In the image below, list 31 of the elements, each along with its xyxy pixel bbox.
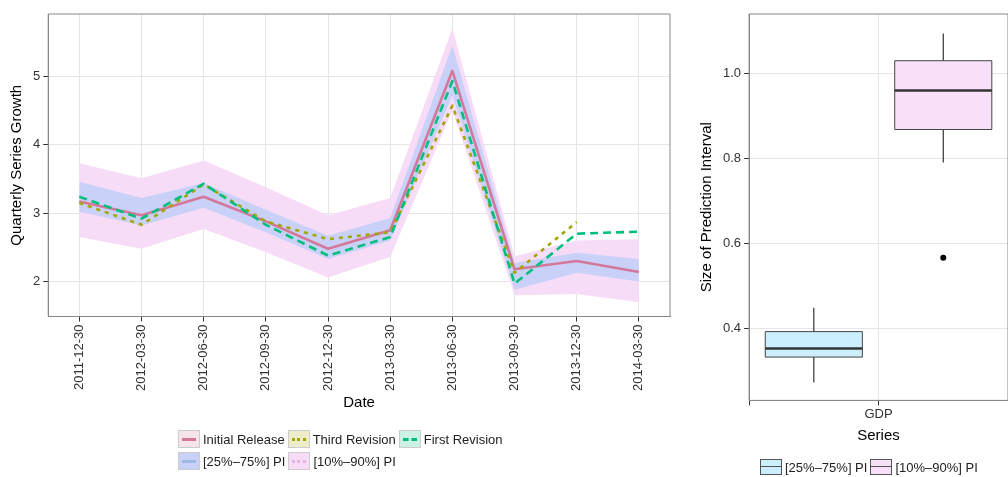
x-tick-label: 2013-03-30 (381, 324, 397, 391)
x-tick-label: 2012-03-30 (133, 324, 149, 391)
text: GDP (864, 406, 893, 422)
y-tick-label: 4 (33, 136, 41, 152)
legend-label: [25%–75%] PI (785, 459, 868, 475)
x-tick-label: 2012-12-30 (319, 324, 335, 391)
legend-label: Third Revision (312, 431, 396, 447)
y-tick-label: 5 (33, 67, 41, 83)
y-tick-label: 2 (33, 273, 41, 289)
y-tick-label: 0.6 (722, 234, 742, 250)
y-tick-label: 3 (33, 204, 41, 220)
x-axis-title: Date (343, 393, 375, 411)
legend-label: [10%–90%] PI (313, 453, 396, 469)
x-tick-label: 2014-03-30 (630, 324, 646, 391)
y-axis-title: Size of Prediction Interval (697, 122, 715, 293)
x-tick-label: 2013-06-30 (443, 324, 459, 391)
y-tick-label: 0.4 (722, 319, 742, 335)
y-axis-title: Quarterly Series Growth (7, 84, 25, 246)
x-tick-label: 2012-06-30 (195, 324, 211, 391)
x-axis-title: Series (857, 426, 900, 444)
y-tick-label: 1.0 (722, 65, 742, 81)
x-tick-label: 2013-09-30 (506, 324, 522, 391)
x-tick-label: 2012-09-30 (257, 324, 273, 391)
y-tick-label: 0.8 (722, 149, 742, 165)
x-tick-label: 2013-12-30 (568, 324, 584, 391)
legend-label: [10%–90%] PI (895, 459, 978, 475)
line-series (78, 104, 579, 274)
legend-label: First Revision (423, 431, 503, 447)
legend-label: Initial Release (203, 431, 285, 447)
x-tick-label: 2011-12-30 (70, 324, 86, 391)
legend-label: [25%–75%] PI (203, 453, 286, 469)
